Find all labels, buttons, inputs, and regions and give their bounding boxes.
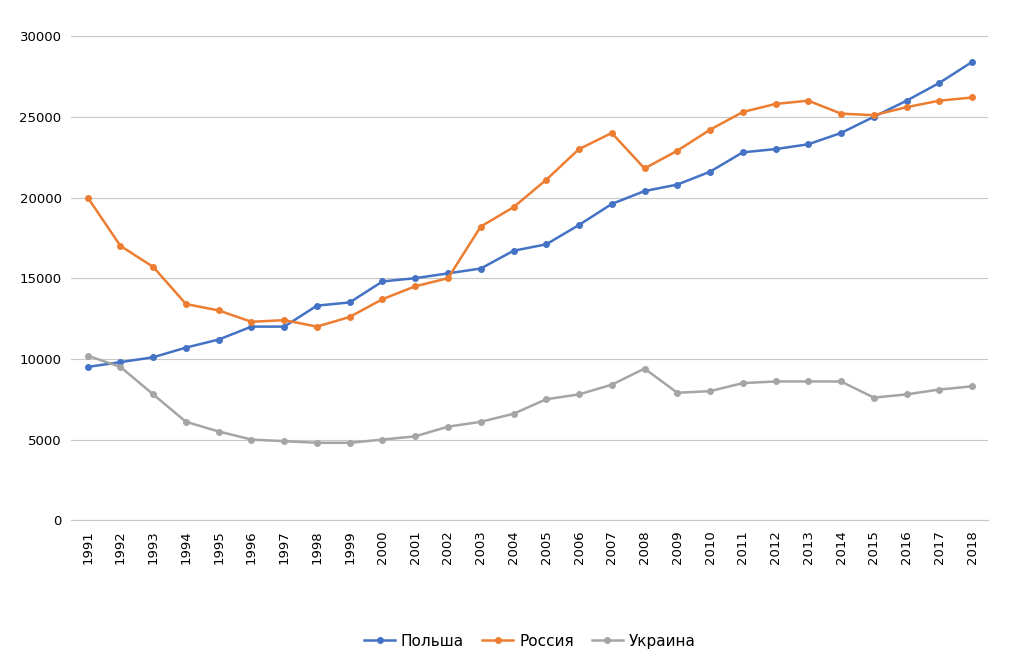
Россия — [114, 242, 126, 250]
Россия — [246, 317, 258, 325]
Украина — [180, 418, 193, 426]
Украина — [802, 378, 814, 386]
Польша — [769, 145, 782, 153]
Россия — [704, 126, 716, 134]
Польша — [410, 274, 422, 282]
Польша — [376, 277, 388, 285]
Россия — [442, 274, 454, 282]
Россия — [573, 145, 585, 153]
Украина — [737, 379, 749, 387]
Польша — [475, 265, 487, 273]
Россия — [507, 203, 520, 211]
Польша — [802, 140, 814, 148]
Россия — [213, 306, 225, 314]
Украина — [376, 436, 388, 444]
Россия — [672, 147, 684, 155]
Россия — [410, 282, 422, 290]
Польша — [180, 344, 193, 352]
Польша — [442, 269, 454, 277]
Line: Россия: Россия — [85, 95, 975, 329]
Украина — [540, 396, 552, 404]
Польша — [737, 148, 749, 156]
Россия — [147, 263, 159, 271]
Россия — [769, 100, 782, 108]
Украина — [769, 378, 782, 386]
Россия — [376, 295, 388, 303]
Украина — [573, 390, 585, 398]
Россия — [311, 323, 323, 331]
Line: Украина: Украина — [85, 353, 975, 446]
Украина — [82, 352, 94, 360]
Польша — [901, 97, 913, 105]
Польша — [343, 298, 356, 306]
Россия — [901, 103, 913, 111]
Line: Польша: Польша — [85, 59, 975, 370]
Украина — [114, 363, 126, 371]
Россия — [966, 93, 978, 101]
Украина — [442, 423, 454, 431]
Украина — [147, 390, 159, 398]
Россия — [180, 300, 193, 308]
Россия — [278, 316, 290, 324]
Польша — [278, 323, 290, 331]
Польша — [966, 58, 978, 66]
Legend: Польша, Россия, Украина: Польша, Россия, Украина — [358, 628, 702, 655]
Украина — [605, 381, 618, 389]
Польша — [672, 181, 684, 189]
Украина — [475, 418, 487, 426]
Украина — [835, 378, 847, 386]
Польша — [605, 200, 618, 208]
Украина — [507, 410, 520, 418]
Россия — [639, 165, 651, 173]
Россия — [868, 111, 880, 119]
Украина — [672, 389, 684, 397]
Россия — [802, 97, 814, 105]
Украина — [343, 439, 356, 447]
Украина — [246, 436, 258, 444]
Польша — [639, 187, 651, 195]
Украина — [410, 432, 422, 440]
Польша — [147, 354, 159, 362]
Россия — [933, 97, 946, 105]
Польша — [311, 301, 323, 309]
Польша — [246, 323, 258, 331]
Россия — [835, 109, 847, 117]
Польша — [507, 247, 520, 255]
Украина — [311, 439, 323, 447]
Россия — [737, 108, 749, 116]
Россия — [475, 223, 487, 231]
Украина — [278, 437, 290, 445]
Россия — [82, 193, 94, 201]
Украина — [213, 428, 225, 436]
Украина — [901, 390, 913, 398]
Польша — [82, 363, 94, 371]
Россия — [540, 176, 552, 184]
Польша — [213, 336, 225, 344]
Россия — [605, 129, 618, 137]
Польша — [573, 221, 585, 229]
Польша — [704, 167, 716, 175]
Польша — [540, 240, 552, 248]
Украина — [966, 382, 978, 390]
Россия — [343, 313, 356, 321]
Польша — [114, 358, 126, 366]
Украина — [868, 394, 880, 402]
Украина — [933, 386, 946, 394]
Польша — [933, 79, 946, 87]
Польша — [835, 129, 847, 137]
Украина — [639, 365, 651, 373]
Польша — [868, 113, 880, 121]
Украина — [704, 387, 716, 395]
